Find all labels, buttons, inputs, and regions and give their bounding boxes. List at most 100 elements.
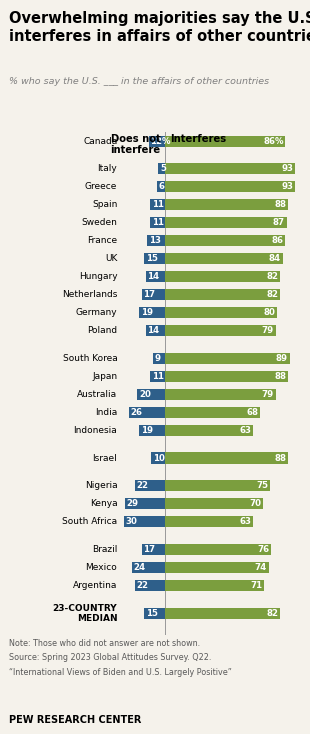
Text: 10: 10 [153, 454, 165, 462]
Text: 5: 5 [160, 164, 166, 173]
Text: PEW RESEARCH CENTER: PEW RESEARCH CENTER [9, 715, 142, 725]
Text: 74: 74 [255, 563, 267, 572]
Text: South Africa: South Africa [62, 517, 117, 526]
Text: 20: 20 [139, 390, 151, 399]
Text: 12%: 12% [150, 137, 171, 145]
Bar [166, 425, 253, 436]
Text: Argentina: Argentina [73, 581, 117, 590]
Bar [157, 181, 166, 192]
Text: India: India [95, 408, 117, 417]
Text: 82: 82 [266, 609, 278, 618]
Text: Interferes: Interferes [170, 134, 226, 144]
Text: 29: 29 [126, 499, 139, 509]
Text: 88: 88 [274, 372, 286, 381]
Bar [151, 452, 166, 464]
Text: 17: 17 [143, 545, 156, 554]
Text: Brazil: Brazil [92, 545, 117, 554]
Bar [123, 516, 166, 527]
Bar [166, 544, 272, 555]
Text: Note: Those who did not answer are not shown.: Note: Those who did not answer are not s… [9, 639, 201, 647]
Text: 75: 75 [256, 482, 268, 490]
Bar [166, 289, 280, 300]
Text: 9: 9 [154, 354, 161, 363]
Text: 11: 11 [152, 372, 164, 381]
Text: Spain: Spain [92, 200, 117, 209]
Text: Does not
interfere: Does not interfere [111, 134, 161, 155]
Bar [129, 407, 166, 418]
Text: 71: 71 [250, 581, 263, 590]
Text: South Korea: South Korea [63, 354, 117, 363]
Bar [166, 353, 290, 364]
Text: 11: 11 [152, 200, 164, 209]
Bar [142, 289, 166, 300]
Text: 19: 19 [140, 426, 153, 435]
Bar [139, 307, 166, 318]
Text: Poland: Poland [87, 326, 117, 335]
Bar [166, 164, 295, 175]
Text: 82: 82 [266, 290, 278, 299]
Bar [166, 325, 276, 336]
Bar [135, 480, 166, 492]
Bar [166, 199, 288, 211]
Bar [144, 608, 166, 619]
Text: 22: 22 [136, 482, 148, 490]
Text: 15: 15 [146, 254, 158, 264]
Text: Source: Spring 2023 Global Attitudes Survey. Q22.: Source: Spring 2023 Global Attitudes Sur… [9, 653, 212, 662]
Text: 79: 79 [262, 390, 274, 399]
Bar [137, 389, 166, 400]
Text: 86: 86 [272, 236, 284, 245]
Text: Italy: Italy [98, 164, 117, 173]
Bar [166, 580, 264, 591]
Bar [153, 353, 166, 364]
Text: Overwhelming majorities say the U.S.
interferes in affairs of other countries: Overwhelming majorities say the U.S. int… [9, 11, 310, 44]
Text: 17: 17 [143, 290, 156, 299]
Text: 14: 14 [148, 272, 160, 281]
Bar [158, 164, 166, 175]
Text: 19: 19 [140, 308, 153, 317]
Text: 86%: 86% [263, 137, 284, 145]
Bar [150, 199, 166, 211]
Text: France: France [87, 236, 117, 245]
Text: 68: 68 [246, 408, 259, 417]
Text: 70: 70 [249, 499, 261, 509]
Bar [139, 425, 166, 436]
Text: 82: 82 [266, 272, 278, 281]
Text: 6: 6 [159, 182, 165, 192]
Text: Hungary: Hungary [79, 272, 117, 281]
Text: Kenya: Kenya [90, 499, 117, 509]
Text: Sweden: Sweden [82, 218, 117, 228]
Bar [142, 544, 166, 555]
Bar [166, 498, 263, 509]
Text: Netherlands: Netherlands [62, 290, 117, 299]
Text: “International Views of Biden and U.S. Largely Positive”: “International Views of Biden and U.S. L… [9, 668, 232, 677]
Bar [166, 452, 288, 464]
Text: Australia: Australia [77, 390, 117, 399]
Text: 15: 15 [146, 609, 158, 618]
Text: 63: 63 [240, 517, 252, 526]
Bar [166, 371, 288, 382]
Bar [166, 608, 280, 619]
Text: 26: 26 [131, 408, 143, 417]
Text: Israel: Israel [92, 454, 117, 462]
Bar [150, 371, 166, 382]
Text: 23-COUNTRY
MEDIAN: 23-COUNTRY MEDIAN [53, 603, 117, 623]
Text: 14: 14 [148, 326, 160, 335]
Text: Nigeria: Nigeria [85, 482, 117, 490]
Bar [166, 562, 268, 573]
Text: 93: 93 [281, 182, 294, 192]
Text: 24: 24 [134, 563, 146, 572]
Text: 87: 87 [273, 218, 285, 228]
Text: 89: 89 [276, 354, 288, 363]
Bar [166, 271, 280, 283]
Bar [166, 389, 276, 400]
Text: Japan: Japan [92, 372, 117, 381]
Bar [135, 580, 166, 591]
Text: Mexico: Mexico [86, 563, 117, 572]
Text: 80: 80 [264, 308, 275, 317]
Text: 22: 22 [136, 581, 148, 590]
Bar [166, 217, 287, 228]
Bar [144, 253, 166, 264]
Bar [147, 235, 166, 247]
Text: Indonesia: Indonesia [73, 426, 117, 435]
Bar [146, 325, 166, 336]
